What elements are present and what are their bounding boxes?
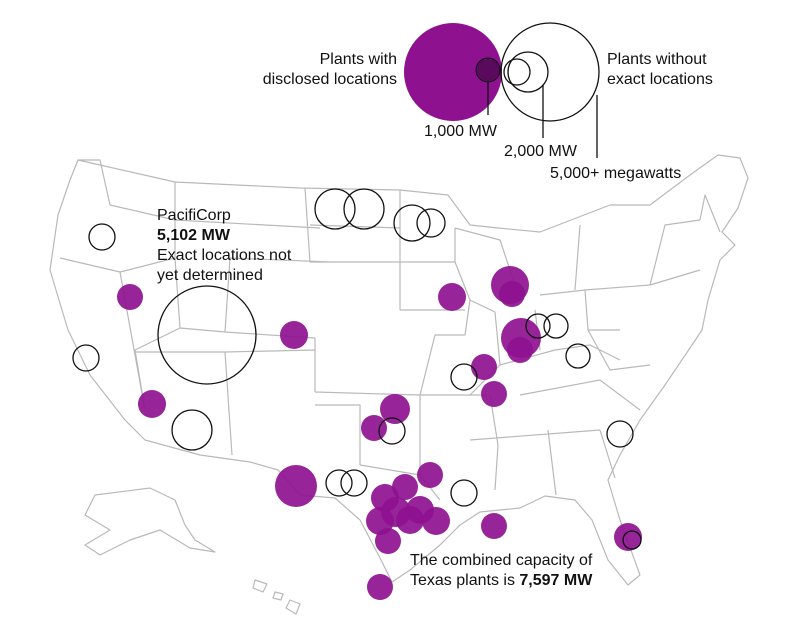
plant-undisclosed (314, 188, 356, 230)
plant-disclosed (481, 381, 507, 407)
pacificorp-annotation: PacifiCorp 5,102 MW Exact locations not … (157, 206, 291, 286)
plant-undisclosed (622, 530, 642, 550)
pacificorp-name: PacifiCorp (157, 207, 231, 224)
hawaii-outline (252, 579, 301, 615)
pacificorp-note-line2: yet determined (157, 267, 263, 284)
plant-disclosed (367, 574, 393, 600)
plant-undisclosed (393, 204, 431, 242)
legend-undisclosed-label: Plants without exact locations (607, 50, 713, 90)
plant-disclosed (507, 337, 533, 363)
plant-disclosed (481, 513, 507, 539)
plant-undisclosed (72, 344, 100, 372)
alaska-outline (84, 487, 216, 556)
plant-disclosed (366, 507, 394, 535)
plant-disclosed (422, 507, 450, 535)
plant-undisclosed (450, 479, 478, 507)
us-outline (49, 154, 749, 586)
legend-size-2000: 2,000 MW (504, 143, 577, 160)
legend-2000-circle (507, 51, 549, 93)
texas-capacity: 7,597 MW (519, 572, 593, 589)
plant-disclosed (396, 506, 424, 534)
legend-undisclosed-line1: Plants without (607, 51, 707, 68)
texas-note-line1: The combined capacity of (410, 552, 593, 569)
plant-undisclosed (88, 223, 116, 251)
pacificorp-capacity: 5,102 MW (157, 227, 230, 244)
legend-size-5000: 5,000+ megawatts (550, 165, 682, 182)
plant-undisclosed (450, 363, 478, 391)
plant-undisclosed (340, 469, 368, 497)
legend-disclosed-line2: disclosed locations (262, 71, 397, 88)
legend-graphic (404, 22, 600, 158)
legend-1000-disclosed (475, 57, 501, 83)
plant-undisclosed (416, 208, 446, 238)
plant-disclosed (138, 390, 166, 418)
plant-undisclosed (525, 313, 551, 339)
plant-disclosed (614, 523, 642, 551)
texas-annotation: The combined capacity of Texas plants is… (410, 551, 592, 591)
plant-undisclosed (325, 469, 353, 497)
legend-disclosed-circle (404, 23, 502, 121)
plant-disclosed (438, 283, 466, 311)
plant-disclosed (375, 528, 401, 554)
plant-disclosed (380, 394, 410, 424)
legend-1000-circle (503, 58, 531, 86)
texas-note-line2: Texas plants is 7,597 MW (410, 571, 592, 591)
legend-disclosed-line1: Plants with (319, 51, 397, 68)
plant-disclosed (275, 465, 317, 507)
plant-disclosed (117, 284, 143, 310)
plant-disclosed (361, 415, 387, 441)
legend-size-1000: 1,000 MW (424, 123, 497, 140)
disclosed-plants (117, 266, 642, 600)
plant-undisclosed (157, 285, 257, 385)
plant-undisclosed (606, 420, 634, 448)
plant-undisclosed (378, 417, 406, 445)
plant-disclosed (392, 474, 418, 500)
undisclosed-plants (72, 188, 642, 550)
plant-undisclosed (543, 313, 569, 339)
plant-disclosed (417, 462, 443, 488)
plant-undisclosed (565, 343, 591, 369)
plant-disclosed (499, 281, 525, 307)
legend-undisclosed-circle (500, 22, 600, 122)
plant-disclosed (280, 321, 308, 349)
texas-note-prefix: Texas plants is (410, 572, 520, 589)
plant-undisclosed (171, 409, 213, 451)
plant-undisclosed (343, 188, 385, 230)
legend-disclosed-label: Plants with disclosed locations (250, 50, 397, 90)
plant-disclosed (471, 354, 497, 380)
legend-undisclosed-line2: exact locations (607, 71, 713, 88)
pacificorp-note-line1: Exact locations not (157, 247, 292, 264)
